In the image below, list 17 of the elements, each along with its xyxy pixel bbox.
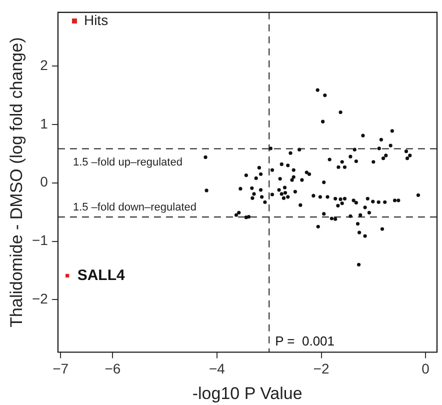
x-tick-label: −4 <box>208 360 226 376</box>
legend-label: Hits <box>84 12 108 28</box>
y-axis-title: Thalidomide - DMSO (log fold change) <box>7 37 26 328</box>
x-tick-label: −2 <box>313 360 330 376</box>
annotation: P = 0.001 <box>275 333 335 348</box>
x-axis-title: -log10 P Value <box>192 384 302 403</box>
y-tick-label: 1 <box>40 115 48 132</box>
y-tick-label: 0 <box>40 174 48 190</box>
ref-line-label: 1.5 –fold down–regulated <box>72 202 197 214</box>
x-tick-label: −6 <box>104 360 121 376</box>
ref-line-label: 1.5 –fold up–regulated <box>72 156 182 168</box>
x-tick-label: 0 <box>422 360 430 376</box>
x-tick-label: −7 <box>52 360 69 376</box>
y-tick-label: −1 <box>32 232 48 248</box>
y-tick-label: 2 <box>40 56 48 73</box>
annotation: SALL4 <box>77 266 126 284</box>
y-tick-label: −2 <box>32 290 48 307</box>
